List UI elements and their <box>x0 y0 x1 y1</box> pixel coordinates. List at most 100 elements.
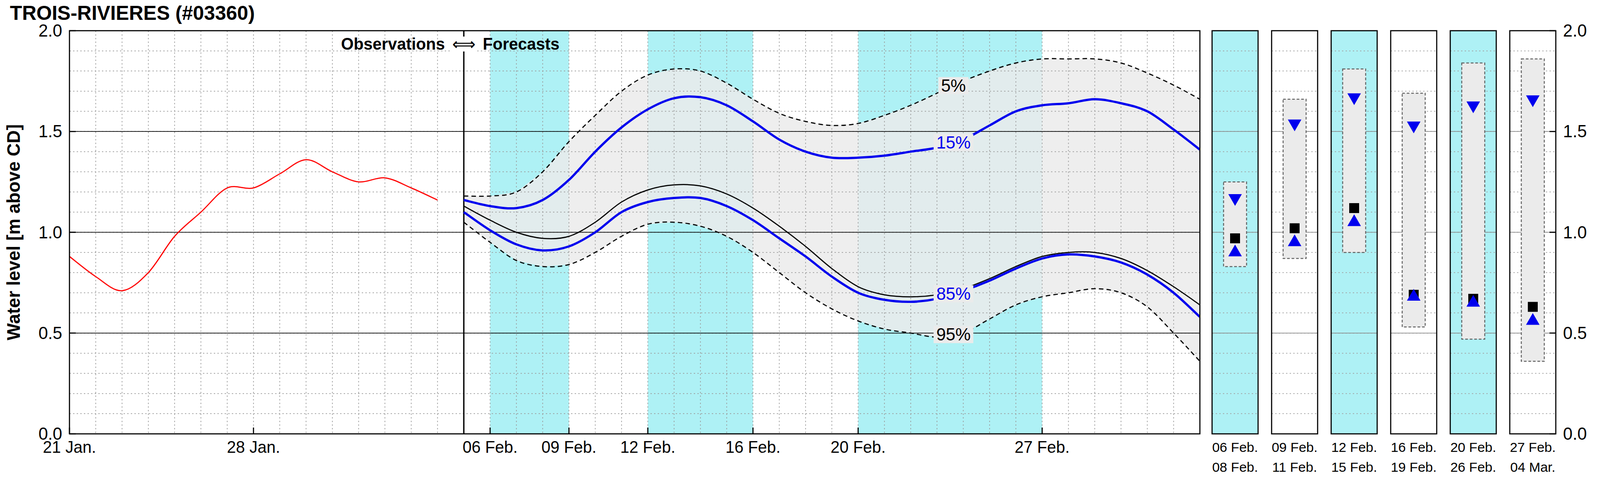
panel-minor-grid <box>1212 332 1259 334</box>
panel-label-start: 27 Feb. <box>1509 439 1556 455</box>
panel <box>1390 30 1437 434</box>
panel-bg <box>1509 30 1556 434</box>
plot-frame <box>69 30 1200 434</box>
series-line <box>463 221 1200 361</box>
x-tick-label: 06 Feb. <box>462 437 518 457</box>
panel-minor-grid <box>1212 90 1259 92</box>
panel-minor-grid <box>1331 413 1378 415</box>
x-tick-label: 12 Feb. <box>620 437 676 457</box>
right-y-tick-label: 1.0 <box>1563 222 1587 242</box>
panel-minor-grid <box>1212 312 1259 314</box>
panel-label-end: 15 Feb. <box>1331 459 1378 475</box>
panel-minor-grid <box>1509 50 1556 52</box>
series-label: 5% <box>940 76 966 96</box>
series-line <box>463 96 1200 209</box>
y-tick <box>69 30 76 32</box>
panel-minor-grid <box>1331 332 1378 334</box>
y-minor-grid <box>69 70 1200 72</box>
series-line <box>463 197 1200 317</box>
panel-minor-grid <box>1212 413 1259 415</box>
y-minor-grid <box>69 251 1200 253</box>
panel-minor-grid <box>1450 352 1497 354</box>
panel-label-start: 09 Feb. <box>1271 439 1318 455</box>
forecast-divider <box>463 30 465 434</box>
panel-label-start: 16 Feb. <box>1390 439 1437 455</box>
x-tick <box>489 427 491 434</box>
y-tick <box>69 130 76 133</box>
panel-minor-grid <box>1390 372 1437 374</box>
series-label: 85% <box>936 284 971 304</box>
right-y-tick-label: 1.5 <box>1563 121 1587 141</box>
panel-bg <box>1212 30 1259 434</box>
panel-frame <box>1331 30 1378 434</box>
panel-minor-grid <box>1450 372 1497 374</box>
panel-minor-grid <box>1390 332 1437 334</box>
panel-bg <box>1450 30 1497 434</box>
panel-minor-grid <box>1271 413 1318 415</box>
range-box <box>1402 92 1426 327</box>
x-tick-label: 16 Feb. <box>725 437 781 457</box>
series-labels: 5% 15% 85% 95% <box>933 76 974 344</box>
right-y-tick-label: 2.0 <box>1563 21 1587 41</box>
panel-label-start: 12 Feb. <box>1331 439 1378 455</box>
y-minor-grid <box>69 110 1200 112</box>
x-tick-label: 21 Jan. <box>42 437 97 457</box>
x-tick <box>647 427 649 434</box>
panel-minor-grid <box>1331 372 1378 374</box>
panel-minor-grid <box>1271 50 1318 52</box>
panel-minor-grid <box>1212 50 1259 52</box>
chart: 5%15%85%95%0.00.51.01.52.021 Jan.28 Jan.… <box>0 0 1600 479</box>
triangle-down-marker <box>1526 95 1540 107</box>
panel-minor-grid <box>1212 372 1259 374</box>
panel <box>1271 30 1318 434</box>
series-label: 15% <box>936 133 971 153</box>
y-minor-grid <box>69 292 1200 294</box>
y-minor-grid <box>69 352 1200 354</box>
panel-minor-grid <box>1212 131 1259 133</box>
panel-minor-grid <box>1271 372 1318 374</box>
panel-major-grid <box>1212 131 1259 133</box>
series-label: 95% <box>936 324 971 344</box>
x-tick <box>752 427 754 434</box>
triangle-up-marker <box>1228 244 1242 257</box>
triangle-down-marker <box>1347 93 1361 106</box>
panel-minor-grid <box>1509 392 1556 394</box>
panel-label-end: 19 Feb. <box>1390 459 1437 475</box>
panel-minor-grid <box>1271 70 1318 72</box>
y-minor-grid <box>69 413 1200 415</box>
panel <box>1331 30 1378 434</box>
y-tick-label: 1.5 <box>38 121 63 141</box>
triangle-down-marker <box>1466 101 1481 114</box>
panel-minor-grid <box>1331 312 1378 314</box>
right-y-tick <box>1549 130 1556 133</box>
panel-minor-grid <box>1212 171 1259 173</box>
range-box <box>1521 59 1545 362</box>
triangle-down-marker <box>1287 119 1302 132</box>
right-y-tick <box>1549 332 1556 334</box>
range-box <box>1283 99 1307 259</box>
y-tick-label: 1.0 <box>38 222 63 242</box>
x-tick-label: 27 Feb. <box>1014 437 1070 457</box>
x-tick-label: 09 Feb. <box>541 437 597 457</box>
right-y-tick-label: 0.5 <box>1563 323 1587 343</box>
panel-frame <box>1271 30 1318 434</box>
y-minor-grid <box>69 211 1200 213</box>
panel-minor-grid <box>1331 352 1378 354</box>
panel <box>1509 30 1556 434</box>
panel-frame <box>1450 30 1497 434</box>
x-tick <box>857 427 859 434</box>
right-y-tick <box>1549 30 1556 32</box>
annotation: Forecasts <box>482 34 560 54</box>
panel-bg <box>1390 30 1437 434</box>
panel-minor-grid <box>1212 352 1259 354</box>
y-tick <box>69 433 76 435</box>
panel-minor-grid <box>1450 413 1497 415</box>
y-minor-grid <box>69 392 1200 394</box>
panel-label-start: 06 Feb. <box>1212 439 1259 455</box>
y-tick <box>69 231 76 233</box>
y-minor-grid <box>69 131 1200 133</box>
triangle-down-marker <box>1406 121 1421 134</box>
panel <box>1212 30 1259 434</box>
panel-minor-grid <box>1271 90 1318 92</box>
panel-minor-grid <box>1271 312 1318 314</box>
